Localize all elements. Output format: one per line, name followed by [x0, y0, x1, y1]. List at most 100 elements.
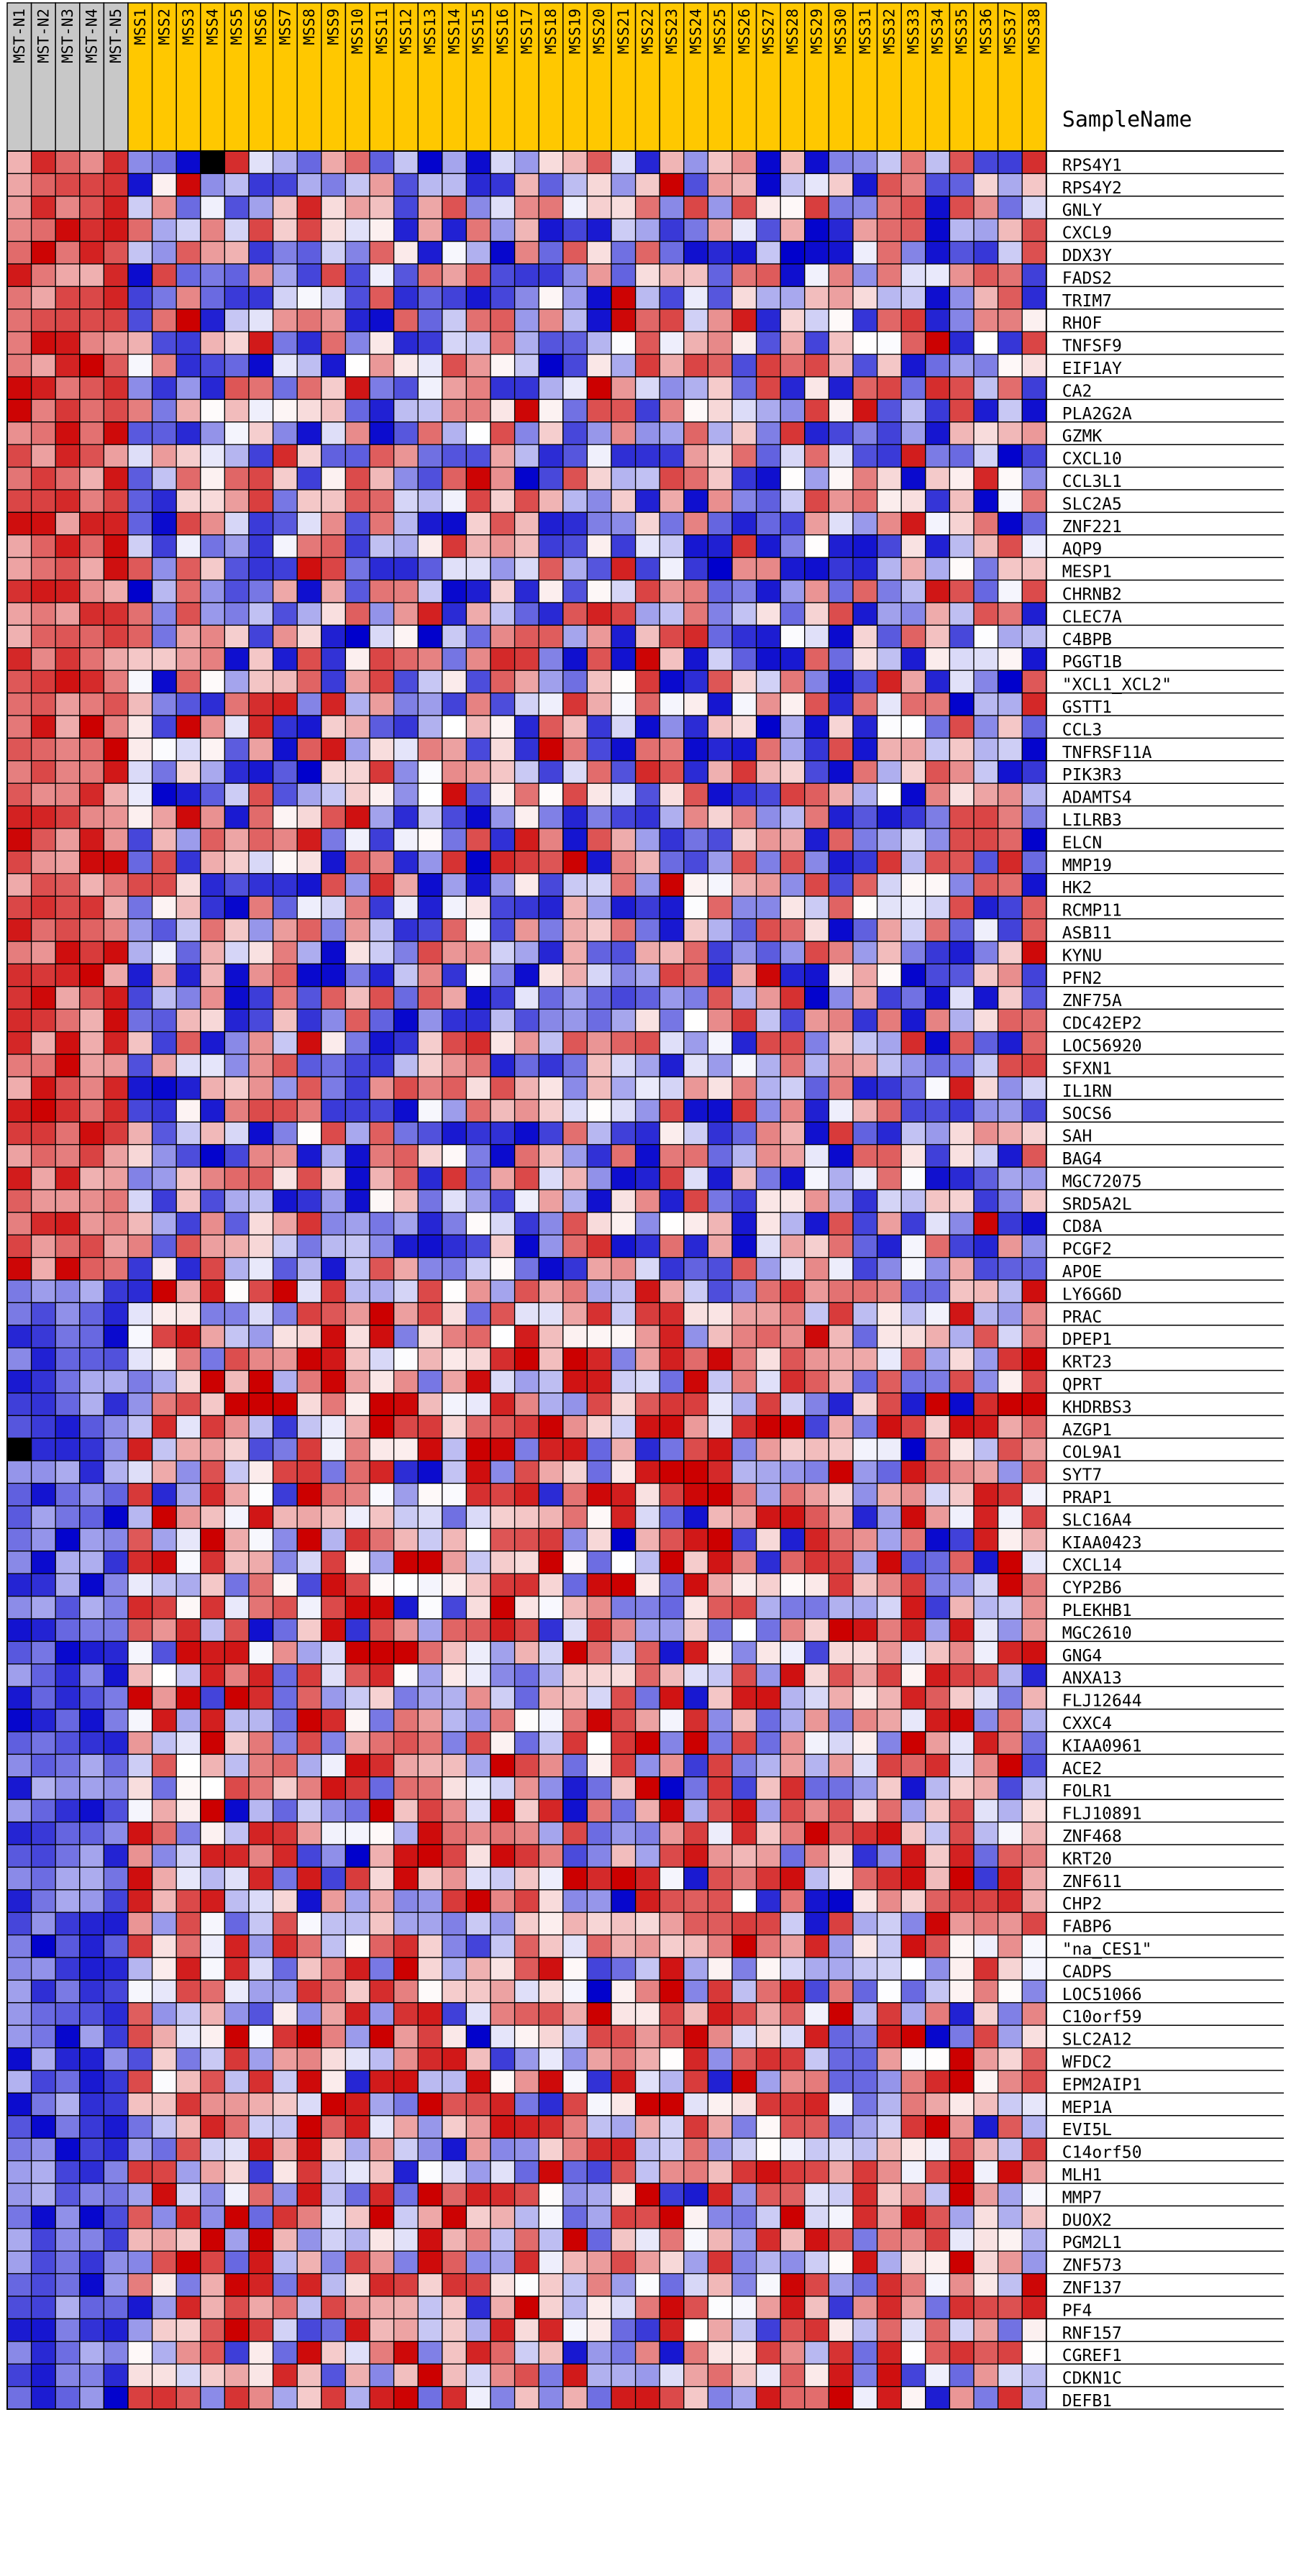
heatmap-cell [465, 1302, 491, 1326]
heatmap-cell [200, 331, 226, 355]
heatmap-cell [224, 1415, 250, 1439]
heatmap-cell [442, 963, 467, 987]
heatmap-cell [804, 1256, 830, 1281]
heatmap-cell [538, 421, 564, 445]
row-label: KIAA0961 [1062, 1737, 1142, 1755]
heatmap-cell [828, 1934, 854, 1958]
heatmap-cell [683, 218, 709, 242]
heatmap-cell [296, 986, 322, 1010]
heatmap-cell [465, 1392, 491, 1417]
heatmap-cell [828, 941, 854, 965]
heatmap-cell [828, 715, 854, 739]
heatmap-cell [611, 511, 637, 536]
heatmap-cell [755, 1663, 781, 1687]
heatmap-cell [442, 670, 467, 694]
heatmap-cell [852, 2250, 878, 2275]
heatmap-cell [248, 873, 274, 897]
heatmap-cell [103, 1866, 129, 1891]
heatmap-cell [79, 579, 105, 603]
heatmap-cell [611, 1505, 637, 1530]
heatmap-cell [514, 398, 539, 423]
heatmap-cell [200, 173, 226, 197]
heatmap-cell [30, 2047, 56, 2071]
heatmap-cell [852, 2296, 878, 2320]
heatmap-cell [804, 1979, 830, 2004]
heatmap-cell [852, 2363, 878, 2388]
heatmap-cell [731, 511, 757, 536]
heatmap-cell [151, 309, 177, 332]
heatmap-cell [248, 2024, 274, 2049]
heatmap-cell [103, 398, 129, 423]
heatmap-cell [345, 2296, 370, 2320]
heatmap-cell [79, 2363, 105, 2388]
heatmap-cell [151, 1076, 177, 1100]
heatmap-cell [973, 2183, 999, 2207]
heatmap-cell [634, 240, 660, 265]
heatmap-cell [949, 2296, 975, 2320]
heatmap-cell [900, 715, 926, 739]
heatmap-cell [586, 150, 612, 175]
heatmap-cell [321, 1731, 347, 1755]
heatmap-cell [634, 737, 660, 762]
heatmap-cell [442, 1505, 467, 1530]
heatmap-cell [127, 376, 153, 401]
heatmap-cell [900, 986, 926, 1010]
heatmap-cell [393, 1279, 419, 1304]
column-header-cell [465, 2, 491, 152]
heatmap-cell [586, 1708, 612, 1732]
heatmap-cell [296, 2070, 322, 2094]
heatmap-cell [586, 624, 612, 649]
heatmap-cell [973, 2385, 999, 2410]
heatmap-cell [876, 602, 902, 626]
heatmap-cell [876, 2296, 902, 2320]
heatmap-cell [514, 150, 539, 175]
heatmap-cell [393, 1934, 419, 1958]
heatmap-cell [514, 2115, 539, 2139]
heatmap-cell [1021, 173, 1047, 197]
heatmap-cell [611, 1663, 637, 1687]
heatmap-cell [151, 1979, 177, 2004]
heatmap-cell [79, 1302, 105, 1326]
heatmap-cell [200, 1415, 226, 1439]
heatmap-cell [1021, 1325, 1047, 1348]
heatmap-cell [780, 2002, 806, 2026]
heatmap-cell [538, 2137, 564, 2162]
row-label: "XCL1_XCL2" [1062, 676, 1172, 695]
heatmap-cell [755, 1844, 781, 1868]
heatmap-cell [949, 828, 975, 852]
heatmap-cell [900, 602, 926, 626]
row-label: CHP2 [1062, 1895, 1102, 1914]
heatmap-cell [224, 331, 250, 355]
heatmap-cell [200, 466, 226, 490]
heatmap-cell [417, 918, 443, 942]
heatmap-cell [659, 1212, 685, 1236]
heatmap-cell [828, 331, 854, 355]
heatmap-cell [465, 2205, 491, 2229]
heatmap-cell [30, 2024, 56, 2049]
heatmap-cell [973, 1934, 999, 1958]
heatmap-cell [562, 647, 588, 671]
heatmap-cell [997, 1369, 1023, 1394]
heatmap-cell [296, 2047, 322, 2071]
heatmap-cell [755, 2092, 781, 2116]
heatmap-cell [731, 1934, 757, 1958]
heatmap-cell [442, 444, 467, 468]
heatmap-cell [55, 150, 81, 175]
heatmap-cell [490, 1099, 516, 1123]
heatmap-cell [925, 1212, 951, 1236]
heatmap-cell [30, 1166, 56, 1191]
heatmap-cell [659, 1369, 685, 1394]
heatmap-cell [345, 444, 370, 468]
heatmap-cell [973, 1663, 999, 1687]
heatmap-cell [731, 760, 757, 784]
heatmap-cell [200, 737, 226, 762]
heatmap-cell [6, 2115, 32, 2139]
heatmap-cell [755, 2115, 781, 2139]
heatmap-cell [634, 1821, 660, 1845]
heatmap-cell [224, 2363, 250, 2388]
heatmap-cell [949, 2160, 975, 2184]
heatmap-cell [731, 986, 757, 1010]
heatmap-cell [562, 692, 588, 716]
heatmap-cell [79, 805, 105, 829]
heatmap-cell [804, 2250, 830, 2275]
